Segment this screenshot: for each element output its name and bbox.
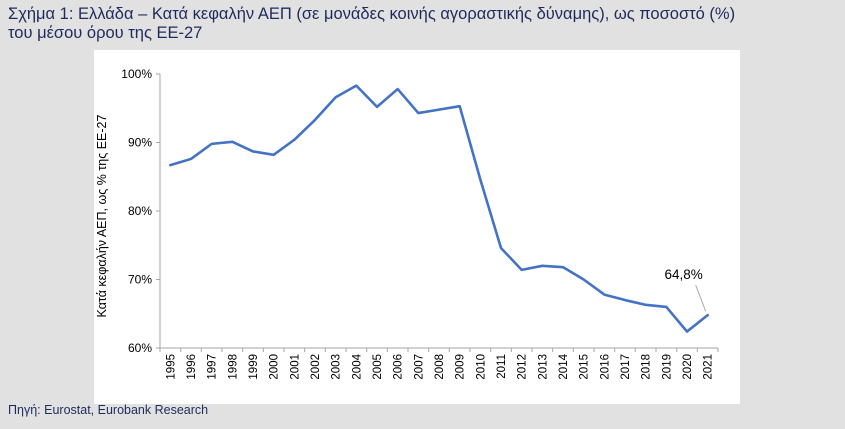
x-tick-label: 2009 [455, 354, 467, 380]
chart-title-line-1: Σχήμα 1: Ελλάδα – Κατά κεφαλήν ΑΕΠ (σε μ… [8, 5, 736, 23]
x-tick-label: 1999 [248, 354, 260, 380]
x-tick-label: 2007 [413, 354, 425, 380]
x-tick-label: 2021 [703, 354, 715, 380]
y-axis-title: Κατά κεφαλήν ΑΕΠ, ως % της ΕΕ-27 [95, 115, 109, 318]
y-tick-label: 90% [128, 136, 152, 150]
chart-panel [94, 50, 740, 404]
annotation-leader-line [695, 284, 707, 312]
x-tick-label: 1998 [227, 354, 239, 380]
x-tick-label: 2001 [289, 354, 301, 380]
y-tick-label: 100% [121, 67, 152, 81]
x-tick-label: 2002 [310, 354, 322, 380]
series-line-greece [169, 84, 709, 333]
x-tick-label: 2010 [475, 354, 487, 380]
x-tick-label: 2005 [372, 354, 384, 380]
x-tick-label: 2018 [641, 354, 653, 380]
source-note: Πηγή: Eurostat, Eurobank Research [8, 403, 209, 417]
y-tick-label: 80% [128, 204, 152, 218]
x-tick-label: 1995 [165, 354, 177, 380]
x-tick-label: 2017 [620, 354, 632, 380]
y-tick-label: 70% [128, 273, 152, 287]
annotation-label: 64,8% [665, 267, 703, 282]
x-tick-label: 2015 [579, 354, 591, 380]
x-tick-label: 2008 [434, 354, 446, 380]
x-tick-label: 2019 [661, 354, 673, 380]
x-tick-label: 1996 [186, 354, 198, 380]
x-tick-label: 2004 [351, 353, 363, 379]
x-tick-label: 2012 [517, 354, 529, 380]
x-tick-label: 2020 [682, 354, 694, 380]
x-tick-label: 2013 [537, 354, 549, 380]
x-tick-label: 2003 [331, 354, 343, 380]
x-tick-label: 2000 [269, 354, 281, 380]
x-tick-label: 2016 [599, 354, 611, 380]
x-tick-label: 2006 [393, 354, 405, 380]
chart-title-line-2: του μέσου όρου της ΕΕ-27 [8, 24, 203, 42]
chart-title: Σχήμα 1: Ελλάδα – Κατά κεφαλήν ΑΕΠ (σε μ… [8, 5, 838, 43]
x-tick-label: 1997 [207, 354, 219, 380]
y-tick-label: 60% [128, 341, 152, 355]
x-tick-label: 2011 [496, 354, 508, 379]
x-tick-label: 2014 [558, 353, 570, 379]
